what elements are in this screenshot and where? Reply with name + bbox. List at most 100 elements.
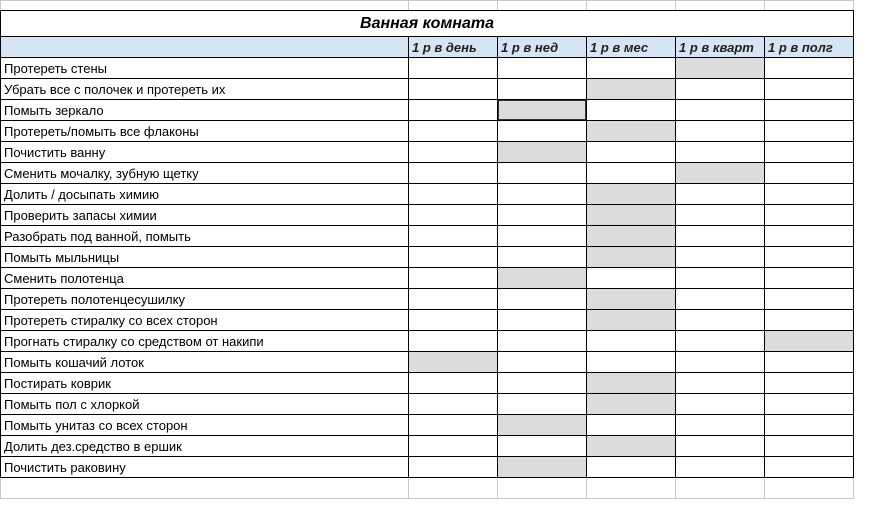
freq-cell[interactable] — [676, 457, 765, 478]
freq-cell[interactable] — [498, 205, 587, 226]
freq-cell[interactable] — [587, 436, 676, 457]
freq-cell[interactable] — [409, 373, 498, 394]
freq-cell[interactable] — [676, 268, 765, 289]
freq-cell[interactable] — [409, 163, 498, 184]
freq-cell[interactable] — [498, 58, 587, 79]
freq-cell[interactable] — [765, 205, 854, 226]
freq-cell[interactable] — [409, 457, 498, 478]
freq-cell[interactable] — [587, 142, 676, 163]
freq-cell[interactable] — [676, 331, 765, 352]
freq-cell[interactable] — [676, 352, 765, 373]
freq-cell[interactable] — [765, 457, 854, 478]
freq-cell[interactable] — [409, 184, 498, 205]
freq-cell[interactable] — [498, 457, 587, 478]
freq-cell[interactable] — [765, 352, 854, 373]
freq-cell[interactable] — [587, 352, 676, 373]
freq-cell[interactable] — [498, 268, 587, 289]
freq-cell[interactable] — [587, 457, 676, 478]
freq-cell[interactable] — [498, 142, 587, 163]
freq-cell[interactable] — [409, 289, 498, 310]
freq-cell[interactable] — [409, 268, 498, 289]
freq-cell[interactable] — [498, 163, 587, 184]
freq-cell[interactable] — [676, 415, 765, 436]
freq-cell[interactable] — [765, 184, 854, 205]
freq-cell[interactable] — [498, 373, 587, 394]
freq-cell[interactable] — [409, 142, 498, 163]
freq-cell[interactable] — [498, 331, 587, 352]
freq-cell[interactable] — [765, 415, 854, 436]
freq-cell[interactable] — [409, 205, 498, 226]
freq-cell[interactable] — [765, 79, 854, 100]
freq-cell[interactable] — [676, 163, 765, 184]
freq-cell[interactable] — [765, 394, 854, 415]
freq-cell[interactable] — [498, 121, 587, 142]
freq-cell[interactable] — [765, 310, 854, 331]
freq-cell[interactable] — [676, 226, 765, 247]
freq-cell[interactable] — [498, 289, 587, 310]
freq-cell[interactable] — [676, 184, 765, 205]
freq-cell[interactable] — [676, 58, 765, 79]
freq-cell[interactable] — [676, 100, 765, 121]
freq-cell[interactable] — [409, 310, 498, 331]
freq-cell[interactable] — [498, 100, 587, 121]
freq-cell[interactable] — [409, 100, 498, 121]
freq-cell[interactable] — [587, 331, 676, 352]
freq-cell[interactable] — [765, 373, 854, 394]
freq-cell[interactable] — [765, 268, 854, 289]
freq-cell[interactable] — [587, 310, 676, 331]
freq-cell[interactable] — [498, 394, 587, 415]
freq-cell[interactable] — [587, 121, 676, 142]
freq-cell[interactable] — [676, 79, 765, 100]
freq-cell[interactable] — [587, 415, 676, 436]
freq-cell[interactable] — [409, 247, 498, 268]
freq-cell[interactable] — [498, 352, 587, 373]
freq-cell[interactable] — [765, 247, 854, 268]
freq-cell[interactable] — [676, 436, 765, 457]
freq-cell[interactable] — [676, 289, 765, 310]
freq-cell[interactable] — [587, 289, 676, 310]
freq-cell[interactable] — [587, 163, 676, 184]
freq-cell[interactable] — [765, 289, 854, 310]
freq-cell[interactable] — [587, 79, 676, 100]
freq-cell[interactable] — [587, 373, 676, 394]
freq-cell[interactable] — [498, 226, 587, 247]
freq-cell[interactable] — [587, 184, 676, 205]
freq-cell[interactable] — [409, 121, 498, 142]
freq-cell[interactable] — [409, 79, 498, 100]
freq-cell[interactable] — [765, 226, 854, 247]
freq-cell[interactable] — [676, 394, 765, 415]
freq-cell[interactable] — [765, 58, 854, 79]
freq-cell[interactable] — [409, 331, 498, 352]
freq-cell[interactable] — [498, 247, 587, 268]
freq-cell[interactable] — [498, 184, 587, 205]
freq-cell[interactable] — [587, 58, 676, 79]
freq-cell[interactable] — [409, 58, 498, 79]
freq-cell[interactable] — [676, 373, 765, 394]
freq-cell[interactable] — [409, 352, 498, 373]
freq-cell[interactable] — [676, 310, 765, 331]
freq-cell[interactable] — [587, 268, 676, 289]
freq-cell[interactable] — [587, 394, 676, 415]
freq-cell[interactable] — [587, 226, 676, 247]
freq-cell[interactable] — [498, 436, 587, 457]
freq-cell[interactable] — [587, 205, 676, 226]
freq-cell[interactable] — [676, 247, 765, 268]
freq-cell[interactable] — [765, 121, 854, 142]
freq-cell[interactable] — [409, 226, 498, 247]
freq-cell[interactable] — [676, 121, 765, 142]
freq-cell[interactable] — [498, 79, 587, 100]
freq-cell[interactable] — [676, 205, 765, 226]
freq-cell[interactable] — [765, 331, 854, 352]
freq-cell[interactable] — [409, 415, 498, 436]
freq-cell[interactable] — [498, 310, 587, 331]
freq-cell[interactable] — [765, 142, 854, 163]
freq-cell[interactable] — [765, 436, 854, 457]
freq-cell[interactable] — [765, 163, 854, 184]
freq-cell[interactable] — [587, 100, 676, 121]
freq-cell[interactable] — [498, 415, 587, 436]
freq-cell[interactable] — [676, 142, 765, 163]
freq-cell[interactable] — [587, 247, 676, 268]
freq-cell[interactable] — [409, 436, 498, 457]
freq-cell[interactable] — [765, 100, 854, 121]
freq-cell[interactable] — [409, 394, 498, 415]
